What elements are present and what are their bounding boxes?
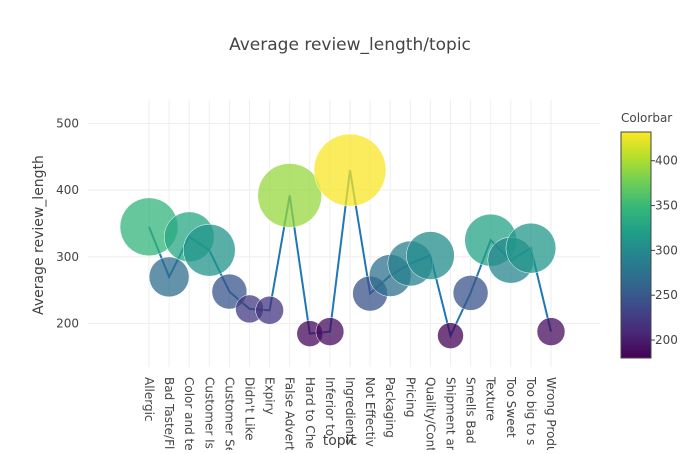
colorbar-gradient <box>620 131 652 359</box>
x-tick-label: Texture <box>484 376 498 421</box>
x-tick-label: Packaging <box>383 377 397 438</box>
bubble-1[interactable] <box>148 256 190 298</box>
x-tick-label: Expiry <box>263 377 277 415</box>
colorbar-tick-label: 300 <box>655 243 678 257</box>
colorbar-tick-label: 250 <box>655 288 678 302</box>
x-tick-label: Too Sweet <box>504 376 518 438</box>
bubble-14[interactable] <box>406 231 455 280</box>
x-tick-label: Smells Bad <box>464 377 478 444</box>
x-axis-ticks: Allergic Bad Taste/Fl Color and te Customer… <box>142 376 558 454</box>
colorbar-tick-label: 200 <box>655 333 678 347</box>
bubble-15[interactable] <box>437 322 464 349</box>
x-tick-label: Didn't Like <box>243 377 257 441</box>
x-tick-label: Inferior to <box>323 377 337 436</box>
x-tick-label: Pricing <box>403 377 417 417</box>
bubble-6[interactable] <box>255 296 284 325</box>
y-tick-label: 300 <box>56 250 79 264</box>
x-tick-label: Hard to Che <box>303 377 317 449</box>
y-axis-ticks: 200 300 400 500 <box>56 116 79 330</box>
y-tick-label: 500 <box>56 116 79 130</box>
colorbar: Colorbar 200 250 300 350 400 <box>620 111 678 359</box>
x-tick-label: Allergic <box>142 377 156 422</box>
y-tick-label: 200 <box>56 317 79 331</box>
x-tick-label: Wrong Produ <box>544 377 558 450</box>
colorbar-tick-label: 350 <box>655 199 678 213</box>
bubble-20[interactable] <box>536 317 566 346</box>
bubble-7[interactable] <box>257 163 322 228</box>
y-axis-label: Average review_length <box>31 155 47 315</box>
bubble-3[interactable] <box>183 223 236 277</box>
bubble-19[interactable] <box>505 222 557 274</box>
x-tick-label: Color and te <box>182 377 196 450</box>
x-tick-label: Shipment an <box>444 377 458 450</box>
colorbar-ticks: 200 250 300 350 400 <box>651 154 678 347</box>
x-axis-label: topic <box>323 433 358 449</box>
colorbar-tick-label: 400 <box>655 154 678 168</box>
bubble-10[interactable] <box>313 133 387 207</box>
bubbles <box>119 133 566 349</box>
colorbar-title: Colorbar <box>621 111 672 125</box>
x-tick-label: Ingredients <box>343 377 357 445</box>
x-tick-label: Not Effectiv <box>363 377 377 447</box>
y-tick-label: 400 <box>56 183 79 197</box>
x-tick-label: Quality/Cont <box>423 377 437 450</box>
x-tick-label: Customer Is <box>202 377 216 449</box>
x-tick-label: Bad Taste/Fl <box>162 377 176 449</box>
x-tick-label: False Advert <box>283 377 297 450</box>
bubble-9[interactable] <box>315 317 345 346</box>
bubble-16[interactable] <box>452 275 489 311</box>
chart-title: Average review_length/topic <box>229 35 471 55</box>
x-tick-label: Customer Se <box>222 377 236 450</box>
x-tick-label: Too big to s <box>524 376 538 445</box>
